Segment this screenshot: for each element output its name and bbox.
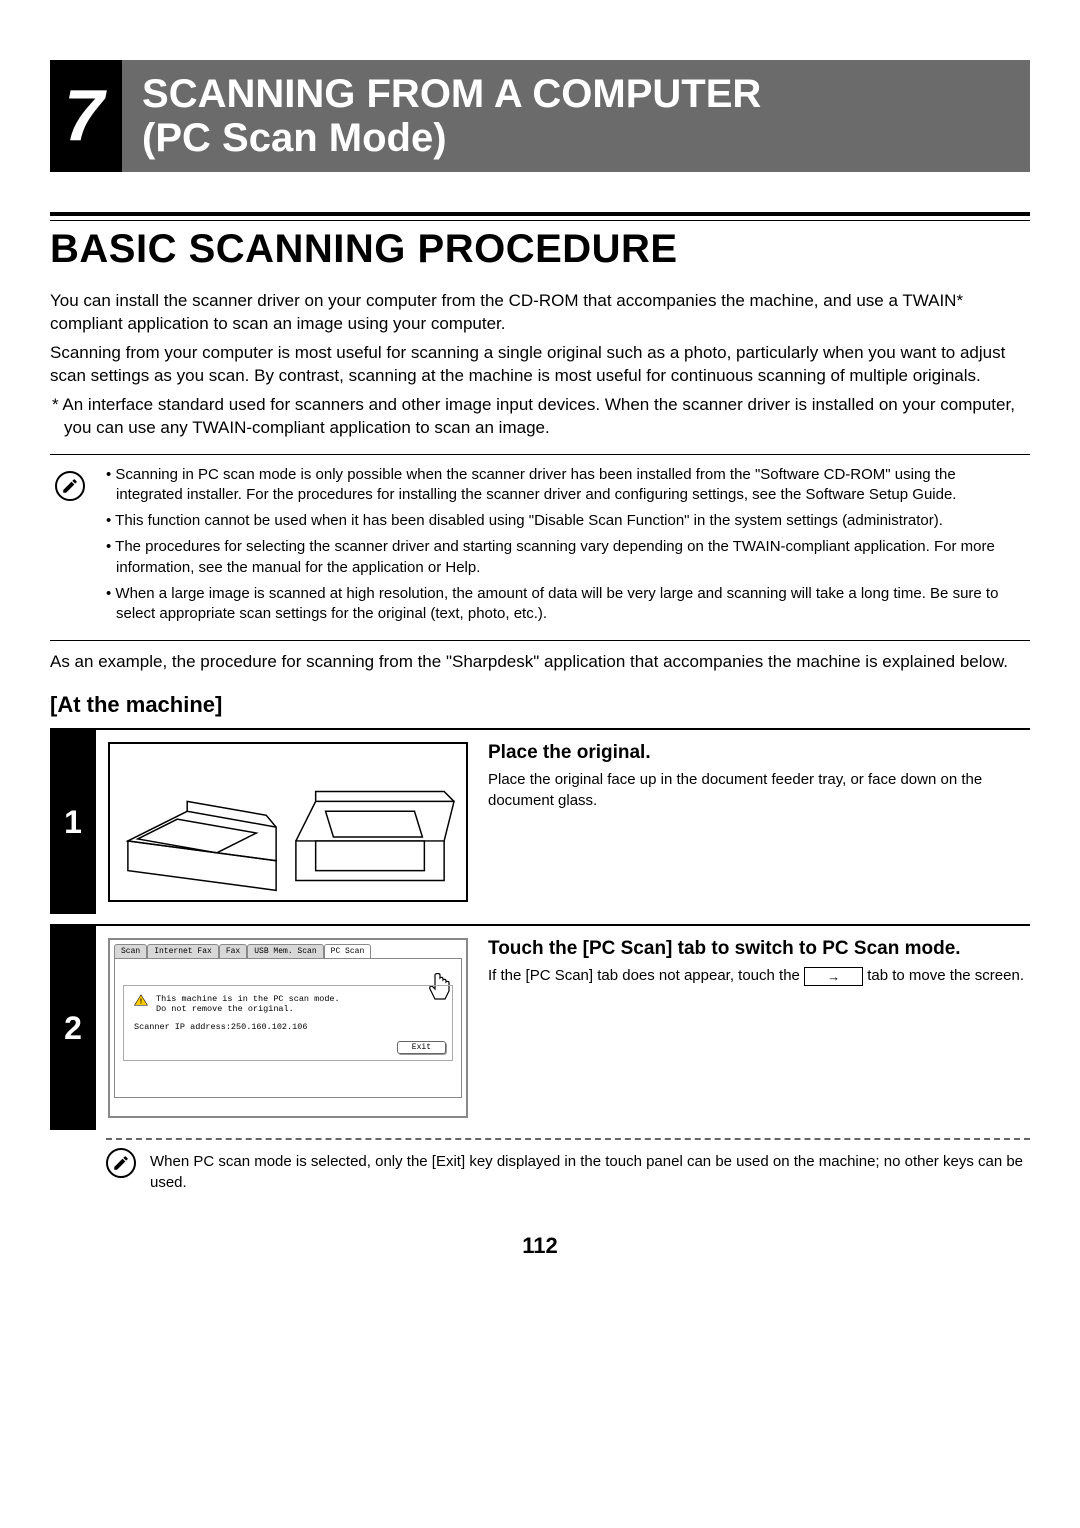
section-rule	[50, 212, 1030, 221]
step-2-sub-note: When PC scan mode is selected, only the …	[106, 1148, 1030, 1193]
tab-fax[interactable]: Fax	[219, 944, 247, 958]
tab-usb-mem-scan[interactable]: USB Mem. Scan	[247, 944, 323, 958]
touch-panel: Scan Internet Fax Fax USB Mem. Scan PC S…	[108, 938, 468, 1118]
page-number: 112	[50, 1233, 1030, 1259]
arrow-tab-key[interactable]: →	[804, 967, 863, 987]
example-text: As an example, the procedure for scannin…	[50, 651, 1030, 674]
step-1-desc: Place the original face up in the docume…	[488, 770, 1030, 811]
tab-pc-scan[interactable]: PC Scan	[324, 944, 372, 958]
chapter-title-box: SCANNING FROM A COMPUTER (PC Scan Mode)	[122, 60, 1030, 172]
section-title: BASIC SCANNING PROCEDURE	[50, 227, 1030, 272]
panel-ip: Scanner IP address:250.160.102.106	[134, 1022, 442, 1032]
note-list: • Scanning in PC scan mode is only possi…	[104, 465, 1024, 631]
chapter-title-line1: SCANNING FROM A COMPUTER	[142, 72, 1010, 116]
step-2-image-col: Scan Internet Fax Fax USB Mem. Scan PC S…	[108, 938, 468, 1118]
intro-p2: Scanning from your computer is most usef…	[50, 342, 1030, 388]
dashed-separator	[106, 1138, 1030, 1140]
intro-p1: You can install the scanner driver on yo…	[50, 290, 1030, 336]
step-2-title: Touch the [PC Scan] tab to switch to PC …	[488, 938, 1030, 960]
tab-scan[interactable]: Scan	[114, 944, 147, 958]
step-2-desc: If the [PC Scan] tab does not appear, to…	[488, 966, 1030, 986]
step-1-number: 1	[50, 730, 96, 914]
step-1-image-col	[108, 742, 468, 902]
step-2: 2 Scan Internet Fax Fax USB Mem. Scan PC…	[50, 924, 1030, 1193]
svg-text:!: !	[139, 999, 143, 1007]
step-1-title: Place the original.	[488, 742, 1030, 764]
exit-button[interactable]: Exit	[397, 1041, 446, 1054]
chapter-title-line2: (PC Scan Mode)	[142, 116, 1010, 160]
subsection-title: [At the machine]	[50, 692, 1030, 718]
chapter-header: 7 SCANNING FROM A COMPUTER (PC Scan Mode…	[50, 60, 1030, 172]
panel-msg-2: Do not remove the original.	[156, 1004, 340, 1014]
note-bullet-0: • Scanning in PC scan mode is only possi…	[104, 465, 1024, 506]
pencil-icon	[106, 1148, 136, 1178]
note-bullet-1: • This function cannot be used when it h…	[104, 511, 1024, 531]
twain-footnote: * An interface standard used for scanner…	[50, 394, 1030, 440]
pencil-icon	[55, 471, 85, 501]
panel-content: ! This machine is in the PC scan mode. D…	[114, 958, 462, 1098]
step-2-number: 2	[50, 926, 96, 1130]
tab-internet-fax[interactable]: Internet Fax	[147, 944, 219, 958]
chapter-number: 7	[50, 60, 122, 172]
panel-msg-1: This machine is in the PC scan mode.	[156, 994, 340, 1004]
note-icon-col	[50, 465, 90, 631]
sub-note-text: When PC scan mode is selected, only the …	[150, 1148, 1030, 1193]
panel-tabs: Scan Internet Fax Fax USB Mem. Scan PC S…	[114, 944, 462, 958]
note-bullet-2: • The procedures for selecting the scann…	[104, 537, 1024, 578]
printer-illustration	[108, 742, 468, 902]
step-1: 1 Pla	[50, 728, 1030, 914]
note-bullet-3: • When a large image is scanned at high …	[104, 584, 1024, 625]
panel-inner: ! This machine is in the PC scan mode. D…	[123, 985, 453, 1061]
note-box: • Scanning in PC scan mode is only possi…	[50, 454, 1030, 642]
warning-icon: !	[134, 994, 148, 1006]
